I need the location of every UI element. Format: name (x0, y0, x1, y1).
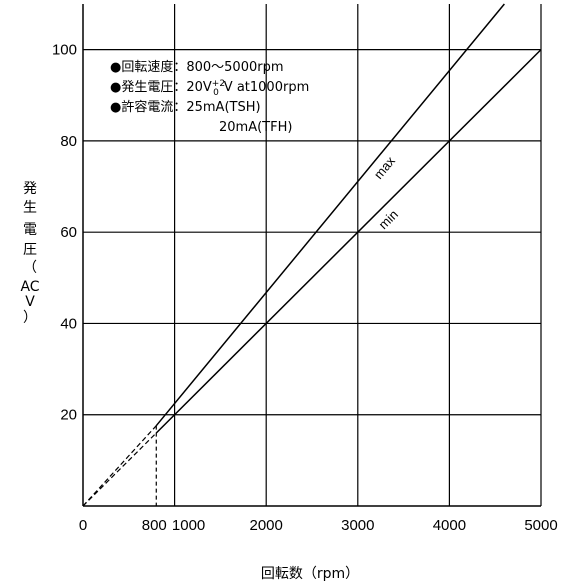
y-tick-labels: 20 40 60 80 100 (52, 42, 77, 424)
x-axis-label: 回転数（rpm） (261, 566, 359, 582)
y-axis-label-char: V (25, 294, 35, 310)
note-output-voltage: ●発生電圧：20V+2 0 V at1000rpm (110, 79, 309, 98)
axes (82, 4, 541, 507)
y-axis-label-char: 圧 (23, 242, 37, 258)
y-axis-label-char: 電 (23, 222, 37, 238)
x-tick-labels: 0 800 1000 2000 3000 4000 5000 (79, 517, 558, 534)
y-tick-label-100: 100 (52, 42, 77, 59)
note-allowable-current-2: 20mA(TFH) (219, 120, 292, 135)
note-rotation-speed: ●回転速度：800〜5000rpm (110, 59, 284, 75)
x-tick-label-5000: 5000 (524, 517, 557, 534)
grid-lines (83, 4, 542, 506)
y-tick-label-40: 40 (60, 315, 77, 332)
y-tick-label-80: 80 (60, 133, 77, 150)
y-axis-label: 発生電圧 （ ACV） (20, 181, 39, 326)
series-min-dashed (82, 432, 157, 507)
y-axis-label-char: ） (23, 310, 37, 326)
y-tick-label-20: 20 (60, 407, 77, 424)
series-max-line (155, 3, 505, 427)
series-max-dashed (82, 425, 157, 507)
x-tick-label-4000: 4000 (433, 517, 466, 534)
y-axis-label-char: （ (23, 260, 37, 276)
note-allowable-current: ●許容電流：25mA(TSH) (110, 99, 261, 115)
y-axis-label-char: 発 (23, 181, 37, 197)
x-tick-label-1000: 1000 (172, 517, 205, 534)
series-min-line (155, 49, 542, 434)
x-tick-label-800: 800 (142, 517, 167, 534)
x-tick-label-3000: 3000 (341, 517, 374, 534)
spec-annotations: ●回転速度：800〜5000rpm ●発生電圧：20V+2 0 V at1000rpm… (110, 59, 309, 135)
y-tick-label-60: 60 (60, 224, 77, 241)
x-tick-label-2000: 2000 (250, 517, 283, 534)
y-axis-label-char: AC (20, 279, 39, 295)
x-tick-label-0: 0 (79, 517, 87, 534)
series-label-max: max (371, 153, 399, 182)
y-axis-label-char: 生 (23, 200, 37, 216)
